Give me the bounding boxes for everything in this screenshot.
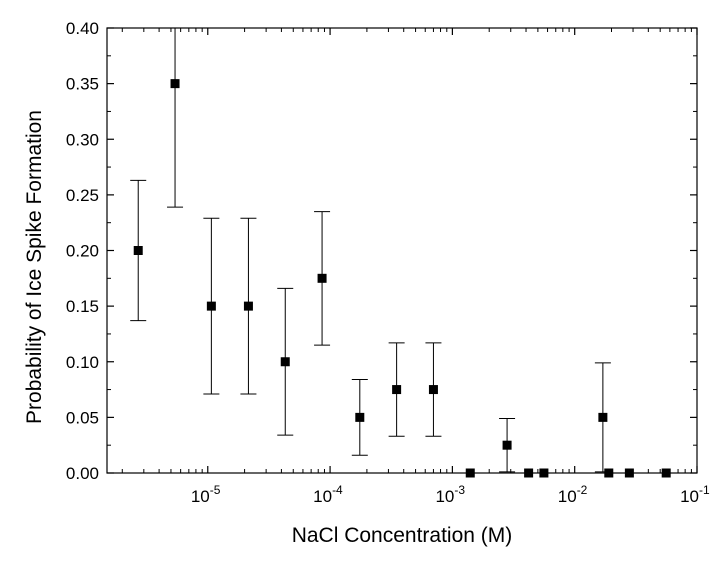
data-point <box>243 301 253 311</box>
y-axis-label: Probability of Ice Spike Formation <box>23 110 46 424</box>
data-point <box>317 273 327 283</box>
x-tick-label-exponent: -5 <box>210 483 221 497</box>
y-tick-label: 0.05 <box>66 408 99 427</box>
y-tick-label: 0.00 <box>66 464 99 483</box>
data-point <box>624 468 634 478</box>
data-point <box>524 468 534 478</box>
data-point <box>428 385 438 395</box>
y-tick-label: 0.15 <box>66 297 99 316</box>
data-point <box>392 385 402 395</box>
x-tick-label-base: 10 <box>435 487 454 506</box>
y-tick-label: 0.25 <box>66 186 99 205</box>
data-point <box>465 468 475 478</box>
data-point <box>661 468 671 478</box>
data-point <box>206 301 216 311</box>
data-point <box>598 412 608 422</box>
y-tick-label: 0.30 <box>66 130 99 149</box>
x-tick-label-exponent: -1 <box>699 483 710 497</box>
y-tick-label: 0.35 <box>66 75 99 94</box>
y-axis-ticks: 0.00 0.05 0.10 0.15 0.20 0.25 0.30 0.35 0.40 <box>66 19 697 483</box>
data-point <box>170 79 180 89</box>
x-tick-label-base: 10 <box>313 487 332 506</box>
data-point <box>133 246 143 255</box>
data-point <box>539 468 549 478</box>
data-points <box>130 28 671 478</box>
data-point <box>355 412 365 422</box>
x-tick-label-exponent: -3 <box>454 483 465 497</box>
y-tick-label: 0.40 <box>66 19 99 38</box>
x-tick-label-base: 10 <box>680 487 699 506</box>
x-tick-label-base: 10 <box>191 487 210 506</box>
x-tick-label-exponent: -4 <box>332 483 343 497</box>
x-tick-label-base: 10 <box>558 487 577 506</box>
y-tick-label: 0.20 <box>66 242 99 261</box>
data-point <box>502 440 512 450</box>
data-point <box>280 357 290 367</box>
x-axis-ticks: 10 -5 10 -4 10 -3 10 -2 10 -1 <box>121 28 710 506</box>
y-tick-label: 0.10 <box>66 353 99 372</box>
x-tick-label-exponent: -2 <box>577 483 588 497</box>
data-point <box>604 468 614 478</box>
plot-frame <box>106 27 698 474</box>
x-axis-label: NaCl Concentration (M) <box>292 524 513 547</box>
